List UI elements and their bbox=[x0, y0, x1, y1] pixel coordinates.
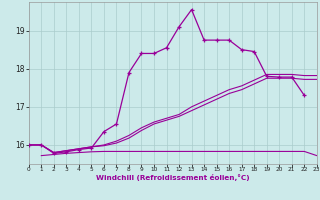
X-axis label: Windchill (Refroidissement éolien,°C): Windchill (Refroidissement éolien,°C) bbox=[96, 174, 250, 181]
